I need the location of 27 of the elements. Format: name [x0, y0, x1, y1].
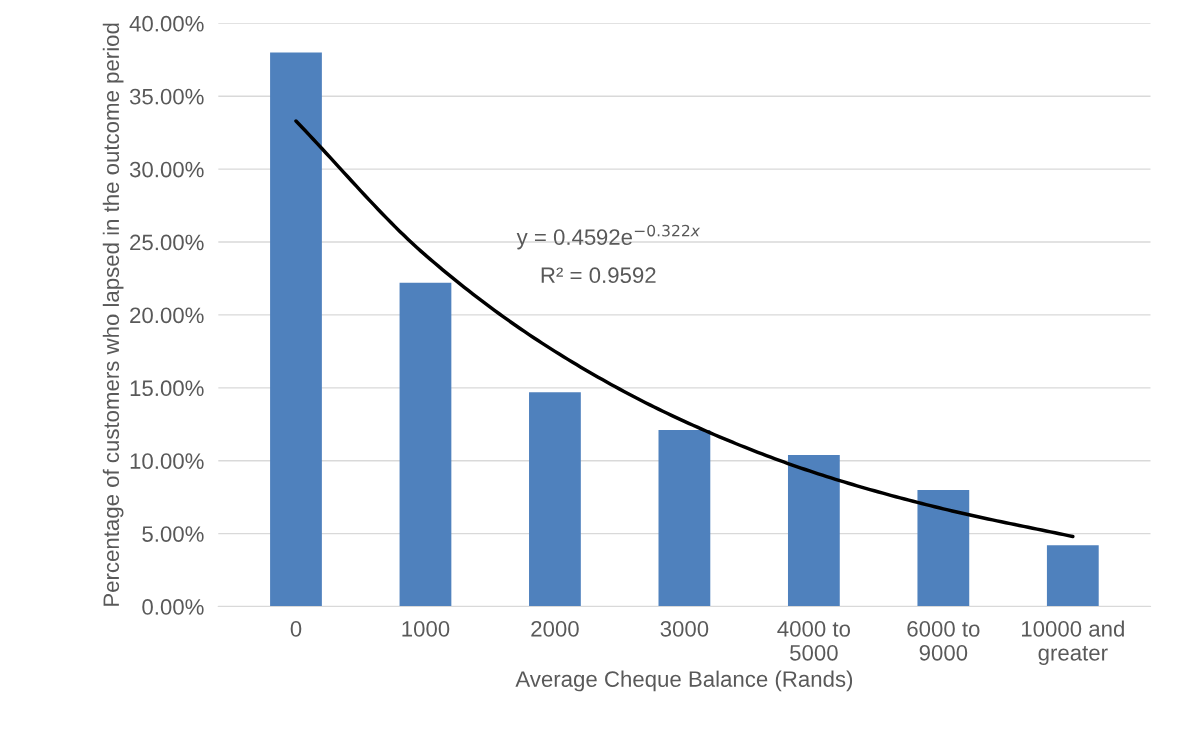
annotation: R² = 0.9592	[541, 267, 656, 284]
bar	[270, 52, 322, 607]
y-tick-label: 15.00%	[130, 380, 204, 397]
y-tick-label: 10.00%	[130, 453, 204, 469]
bar	[917, 489, 970, 607]
bar	[399, 282, 452, 607]
x-tick-label: 6000 to 9000	[907, 621, 980, 661]
y-tick-label: 30.00%	[129, 161, 204, 178]
y-axis-title: Percentage of customers who lapsed in the outcome period	[102, 23, 124, 606]
x-axis-title: Average Cheque Balance (Rands)	[515, 670, 853, 692]
bar	[529, 392, 581, 607]
bar	[787, 454, 840, 607]
x-tick-label: 2000	[531, 621, 579, 637]
x-tick-label: 10000 and greater	[1021, 620, 1124, 666]
y-tick-label: 20.00%	[130, 307, 204, 324]
bar	[1046, 545, 1099, 607]
x-tick-label: 3000	[660, 621, 709, 637]
x-tick-label: 0	[290, 621, 302, 637]
y-tick-label: 0.00%	[142, 599, 204, 615]
y-tick-label: 40.00%	[129, 15, 204, 32]
annotation: y = 0.4592e$^{−0.322x}$	[516, 224, 701, 250]
y-tick-label: 35.00%	[129, 88, 204, 105]
x-tick-label: 1000	[402, 621, 450, 637]
y-tick-label: 25.00%	[130, 234, 204, 251]
bar	[658, 430, 711, 607]
y-tick-label: 5.00%	[142, 526, 204, 542]
x-tick-label: 4000 to 5000	[777, 621, 851, 661]
